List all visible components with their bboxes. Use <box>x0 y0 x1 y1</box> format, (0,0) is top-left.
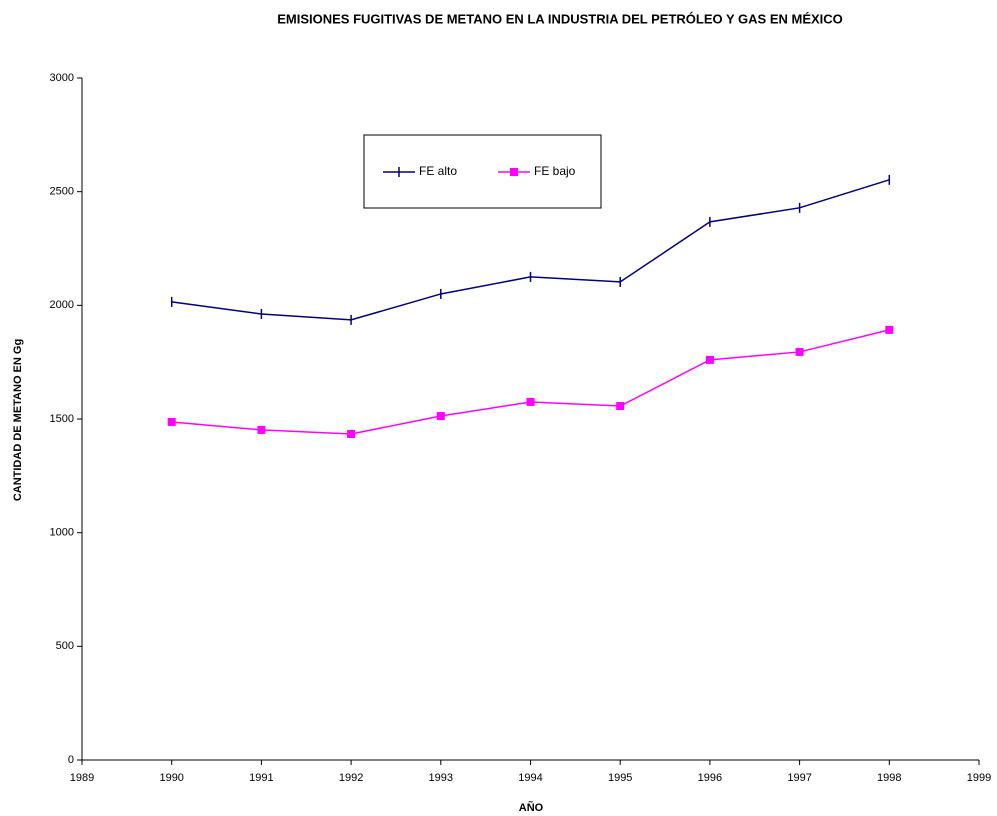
x-tick-label: 1989 <box>70 772 94 784</box>
y-tick-label: 0 <box>68 754 74 766</box>
marker <box>795 347 804 356</box>
marker <box>885 325 894 334</box>
series-line <box>171 329 890 435</box>
y-axis-label: CANTIDAD DE METANO EN Gg <box>12 339 24 501</box>
marker <box>436 412 445 421</box>
marker <box>510 168 518 176</box>
x-tick-label: 1993 <box>429 772 453 784</box>
x-tick-label: 1998 <box>877 772 901 784</box>
marker <box>347 430 356 439</box>
y-tick-label: 3000 <box>50 72 74 84</box>
y-tick-label: 2000 <box>50 299 74 311</box>
y-tick-label: 500 <box>56 640 74 652</box>
x-tick-label: 1990 <box>159 772 183 784</box>
marker <box>167 417 176 426</box>
y-tick-label: 1000 <box>50 527 74 539</box>
legend-label: FE bajo <box>534 164 576 178</box>
x-tick-label: 1996 <box>698 772 722 784</box>
x-tick-label: 1992 <box>339 772 363 784</box>
marker <box>257 425 266 434</box>
x-tick-label: 1997 <box>787 772 811 784</box>
y-tick-label: 1500 <box>50 413 74 425</box>
x-tick-label: 1994 <box>518 772 542 784</box>
x-axis-label: AÑO <box>519 801 544 814</box>
x-tick-label: 1995 <box>608 772 632 784</box>
marker <box>526 397 535 406</box>
chart-title: EMISIONES FUGITIVAS DE METANO EN LA INDU… <box>277 11 843 26</box>
legend-label: FE alto <box>419 164 457 178</box>
x-tick-label: 1991 <box>249 772 273 784</box>
marker <box>705 355 714 364</box>
marker <box>616 402 625 411</box>
y-tick-label: 2500 <box>50 186 74 198</box>
x-tick-label: 1999 <box>967 772 991 784</box>
